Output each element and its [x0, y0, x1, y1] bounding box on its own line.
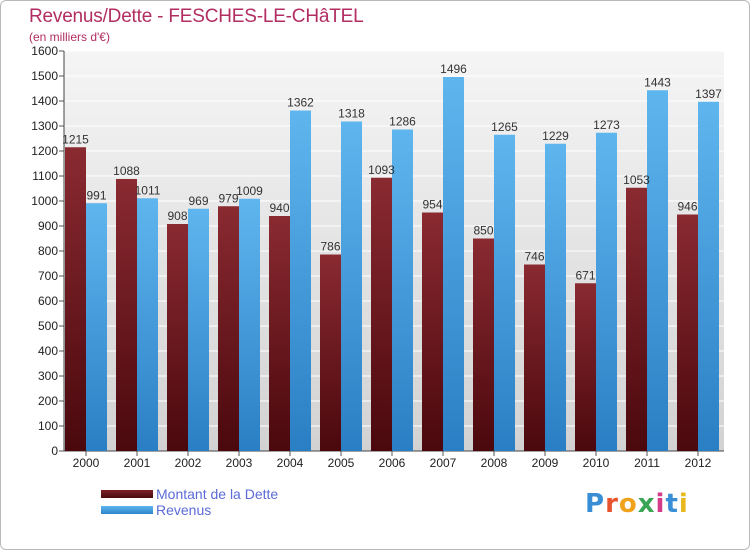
y-tick-label: 100 — [38, 419, 58, 433]
data-label-revenue: 1011 — [135, 183, 161, 197]
y-tick-label: 1200 — [31, 144, 58, 158]
y-tick-label: 1600 — [31, 44, 58, 58]
data-label-revenue: 1443 — [644, 75, 671, 89]
logo-letter: t — [665, 489, 679, 519]
x-tick-label: 2003 — [226, 456, 253, 470]
x-tick-label: 2011 — [634, 456, 660, 470]
y-tick-label: 900 — [38, 219, 58, 233]
x-tick-label: 2004 — [277, 456, 304, 470]
logo-letter: o — [618, 489, 638, 519]
bar-revenue — [494, 134, 515, 451]
data-label-revenue: 1397 — [695, 87, 722, 101]
x-tick-label: 2006 — [379, 456, 406, 470]
y-tick-label: 1000 — [31, 194, 58, 208]
y-tick-label: 700 — [38, 269, 58, 283]
bar-revenue — [596, 132, 617, 451]
bar-debt — [65, 147, 86, 451]
bar-revenue — [239, 198, 260, 451]
x-tick-label: 2005 — [328, 456, 355, 470]
bar-revenue — [647, 90, 668, 451]
bar-debt — [371, 177, 392, 451]
x-tick-label: 2012 — [685, 456, 712, 470]
y-tick-label: 400 — [38, 344, 58, 358]
x-tick-label: 2001 — [124, 456, 151, 470]
y-tick-label: 800 — [38, 244, 58, 258]
chart-subtitle: (en milliers d'€) — [29, 30, 110, 44]
data-label-debt: 746 — [524, 250, 544, 264]
y-tick-label: 0 — [51, 444, 58, 458]
bar-revenue — [443, 77, 464, 451]
x-tick-label: 2008 — [481, 456, 508, 470]
bar-revenue — [545, 143, 566, 451]
y-tick-label: 1500 — [31, 69, 58, 83]
bar-debt — [116, 179, 137, 451]
bar-debt — [473, 238, 494, 451]
y-tick-label: 1400 — [31, 94, 58, 108]
data-label-revenue: 1229 — [542, 129, 569, 143]
bar-debt — [269, 216, 290, 451]
bar-debt — [677, 214, 698, 451]
data-label-revenue: 1273 — [593, 118, 620, 132]
data-label-debt: 979 — [218, 191, 238, 205]
chart-title: Revenus/Dette - FESCHES-LE-CHâTEL — [29, 6, 364, 27]
legend-label-revenue: Revenus — [156, 502, 212, 518]
y-tick-label: 300 — [38, 369, 58, 383]
legend-swatch-debt — [101, 490, 153, 498]
bar-debt — [575, 283, 596, 451]
bar-revenue — [137, 198, 158, 451]
y-tick-label: 1100 — [32, 169, 58, 183]
logo-letter: r — [605, 489, 619, 519]
data-label-revenue: 1286 — [389, 115, 416, 129]
data-label-debt: 946 — [677, 200, 697, 214]
data-label-revenue: 1496 — [440, 62, 467, 76]
data-label-debt: 850 — [473, 224, 493, 238]
x-tick-label: 2009 — [532, 456, 559, 470]
data-label-debt: 1053 — [623, 173, 650, 187]
data-label-revenue: 1318 — [338, 107, 365, 121]
legend-swatch-revenue — [101, 506, 153, 514]
data-label-revenue: 1265 — [491, 120, 518, 134]
bar-revenue — [698, 101, 719, 451]
legend-label-debt: Montant de la Dette — [156, 486, 279, 502]
data-label-revenue: 1009 — [236, 184, 263, 198]
x-tick-label: 2010 — [583, 456, 610, 470]
bar-revenue — [341, 121, 362, 451]
data-label-revenue: 1362 — [287, 96, 314, 110]
logo-letter: i — [678, 489, 689, 519]
bar-debt — [422, 212, 443, 451]
bar-debt — [320, 254, 341, 451]
x-tick-label: 2002 — [175, 456, 202, 470]
bar-revenue — [188, 208, 209, 451]
logo-letter: i — [655, 489, 666, 519]
x-tick-label: 2007 — [430, 456, 457, 470]
bar-debt — [626, 187, 647, 451]
bar-debt — [524, 264, 545, 451]
data-label-debt: 671 — [575, 268, 595, 282]
data-label-debt: 1215 — [62, 132, 89, 146]
logo-letter: x — [637, 489, 656, 519]
y-tick-label: 500 — [38, 319, 58, 333]
data-label-debt: 786 — [320, 240, 340, 254]
proxiti-logo: Proxiti — [585, 489, 689, 519]
data-label-revenue: 991 — [86, 188, 106, 202]
bar-debt — [167, 224, 188, 451]
x-tick-label: 2000 — [73, 456, 100, 470]
y-tick-label: 600 — [38, 294, 58, 308]
data-label-debt: 940 — [269, 201, 289, 215]
y-tick-label: 1300 — [31, 119, 58, 133]
bar-revenue — [86, 203, 107, 451]
data-label-debt: 954 — [422, 198, 442, 212]
logo-letter: P — [585, 489, 606, 519]
bar-debt — [218, 206, 239, 451]
data-label-debt: 908 — [167, 209, 187, 223]
data-label-debt: 1088 — [113, 164, 140, 178]
bar-revenue — [392, 129, 413, 451]
bar-revenue — [290, 110, 311, 451]
data-label-revenue: 969 — [188, 194, 208, 208]
y-tick-label: 200 — [38, 394, 58, 408]
data-label-debt: 1093 — [368, 163, 395, 177]
